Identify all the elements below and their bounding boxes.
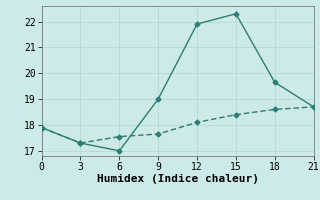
X-axis label: Humidex (Indice chaleur): Humidex (Indice chaleur) <box>97 174 259 184</box>
